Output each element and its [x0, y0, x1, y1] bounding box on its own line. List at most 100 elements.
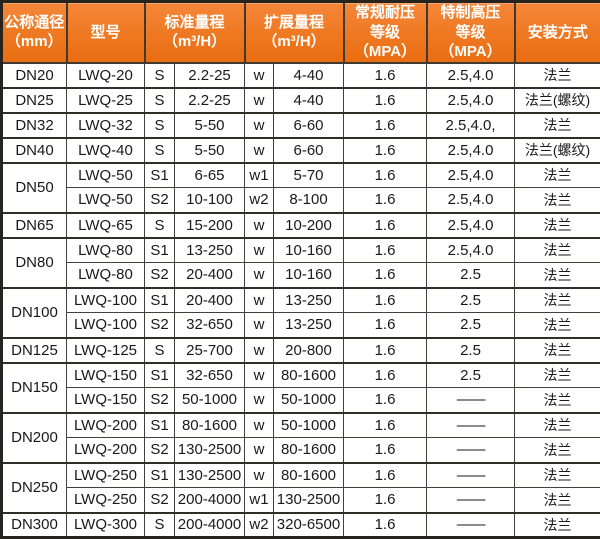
header-text: 公称通径 — [4, 14, 64, 31]
std-range-cell: 10-100 — [175, 188, 245, 213]
header-text: 扩展量程 — [264, 14, 324, 31]
std-code-cell: S — [145, 63, 175, 88]
std-code-cell: S2 — [145, 438, 175, 463]
diameter-cell: DN40 — [2, 138, 67, 163]
pressure-cell: 1.6 — [344, 88, 427, 113]
high-pressure-cell: 2.5 — [427, 288, 515, 313]
mount-cell: 法兰 — [515, 188, 600, 213]
pressure-cell: 1.6 — [344, 138, 427, 163]
model-cell: LWQ-250 — [67, 488, 145, 513]
std-code-cell: S — [145, 113, 175, 138]
model-cell: LWQ-65 — [67, 213, 145, 238]
ext-range-cell: 50-1000 — [274, 388, 344, 413]
model-cell: LWQ-25 — [67, 88, 145, 113]
std-range-cell: 200-4000 — [175, 488, 245, 513]
std-code-cell: S — [145, 513, 175, 538]
model-cell: LWQ-100 — [67, 313, 145, 338]
std-code-cell: S — [145, 338, 175, 363]
std-code-cell: S — [145, 88, 175, 113]
pressure-cell: 1.6 — [344, 288, 427, 313]
diameter-cell: DN250 — [2, 463, 67, 513]
std-code-cell: S2 — [145, 263, 175, 288]
std-code-cell: S — [145, 138, 175, 163]
header-text: 型号 — [90, 24, 120, 41]
model-cell: LWQ-50 — [67, 188, 145, 213]
mount-cell: 法兰 — [515, 513, 600, 538]
ext-range-cell: 10-200 — [274, 213, 344, 238]
ext-code-cell: w — [245, 288, 274, 313]
ext-code-cell: w — [245, 113, 274, 138]
std-range-cell: 5-50 — [175, 138, 245, 163]
ext-range-cell: 10-160 — [274, 238, 344, 263]
mount-cell: 法兰 — [515, 388, 600, 413]
diameter-cell: DN20 — [2, 63, 67, 88]
header-high-pressure: 特制高压 等级（MPA） — [427, 2, 515, 63]
high-pressure-cell: —— — [427, 388, 515, 413]
std-code-cell: S2 — [145, 188, 175, 213]
std-range-cell: 25-700 — [175, 338, 245, 363]
mount-cell: 法兰 — [515, 488, 600, 513]
ext-range-cell: 4-40 — [274, 88, 344, 113]
header-text: 常规耐压 — [355, 4, 415, 21]
pressure-cell: 1.6 — [344, 438, 427, 463]
ext-range-cell: 4-40 — [274, 63, 344, 88]
diameter-cell: DN300 — [2, 513, 67, 538]
ext-range-cell: 130-2500 — [274, 488, 344, 513]
high-pressure-cell: —— — [427, 513, 515, 538]
mount-cell: 法兰 — [515, 238, 600, 263]
model-cell: LWQ-50 — [67, 163, 145, 188]
std-range-cell: 32-650 — [175, 363, 245, 388]
mount-cell: 法兰 — [515, 113, 600, 138]
pressure-cell: 1.6 — [344, 213, 427, 238]
pressure-cell: 1.6 — [344, 488, 427, 513]
std-code-cell: S1 — [145, 163, 175, 188]
header-text: （m³/H） — [147, 32, 243, 52]
high-pressure-cell: 2.5,4.0 — [427, 63, 515, 88]
mount-cell: 法兰 — [515, 313, 600, 338]
std-range-cell: 200-4000 — [175, 513, 245, 538]
ext-code-cell: w — [245, 213, 274, 238]
std-range-cell: 20-400 — [175, 288, 245, 313]
high-pressure-cell: 2.5,4.0 — [427, 238, 515, 263]
pressure-cell: 1.6 — [344, 513, 427, 538]
ext-range-cell: 13-250 — [274, 288, 344, 313]
mount-cell: 法兰 — [515, 163, 600, 188]
table-header: 公称通径 （mm） 型号 标准量程 （m³/H） 扩展量程 （m³/H） 常规耐… — [2, 2, 600, 63]
std-range-cell: 20-400 — [175, 263, 245, 288]
ext-code-cell: w — [245, 238, 274, 263]
high-pressure-cell: 2.5 — [427, 363, 515, 388]
high-pressure-cell: —— — [427, 438, 515, 463]
header-text: 特制高压 — [440, 4, 500, 21]
pressure-cell: 1.6 — [344, 188, 427, 213]
header-text: （mm） — [4, 32, 65, 52]
mount-cell: 法兰(螺纹) — [515, 88, 600, 113]
diameter-cell: DN50 — [2, 163, 67, 213]
pressure-cell: 1.6 — [344, 263, 427, 288]
header-normal-pressure: 常规耐压 等级（MPA） — [344, 2, 427, 63]
ext-code-cell: w — [245, 363, 274, 388]
high-pressure-cell: 2.5 — [427, 313, 515, 338]
pressure-cell: 1.6 — [344, 338, 427, 363]
ext-range-cell: 6-60 — [274, 113, 344, 138]
pressure-cell: 1.6 — [344, 238, 427, 263]
ext-range-cell: 20-800 — [274, 338, 344, 363]
model-cell: LWQ-32 — [67, 113, 145, 138]
header-model: 型号 — [67, 2, 145, 63]
ext-range-cell: 80-1600 — [274, 363, 344, 388]
ext-code-cell: w — [245, 413, 274, 438]
ext-code-cell: w — [245, 313, 274, 338]
ext-code-cell: w1 — [245, 488, 274, 513]
model-cell: LWQ-80 — [67, 238, 145, 263]
